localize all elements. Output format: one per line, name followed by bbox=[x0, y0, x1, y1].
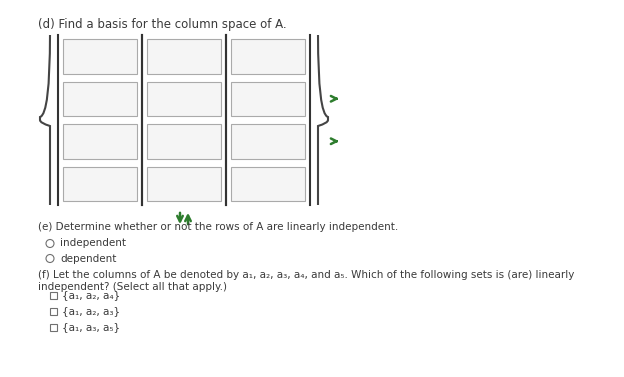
Bar bbox=[147, 167, 221, 201]
Text: (d) Find a basis for the column space of A.: (d) Find a basis for the column space of… bbox=[38, 18, 286, 31]
Bar bbox=[63, 167, 137, 201]
Bar bbox=[231, 167, 305, 201]
Bar bbox=[63, 39, 137, 74]
Bar bbox=[231, 81, 305, 116]
Bar bbox=[231, 124, 305, 158]
Bar bbox=[63, 124, 137, 158]
Text: {a₁, a₂, a₃}: {a₁, a₂, a₃} bbox=[62, 307, 120, 317]
Bar bbox=[50, 292, 57, 299]
Bar bbox=[147, 39, 221, 74]
Bar bbox=[50, 308, 57, 315]
Bar bbox=[147, 81, 221, 116]
Text: independent: independent bbox=[60, 239, 126, 248]
Text: (e) Determine whether or not the rows of A are linearly independent.: (e) Determine whether or not the rows of… bbox=[38, 222, 398, 232]
Text: dependent: dependent bbox=[60, 253, 116, 264]
Bar bbox=[50, 324, 57, 331]
Text: (f) Let the columns of A be denoted by a₁, a₂, a₃, a₄, and a₅. Which of the foll: (f) Let the columns of A be denoted by a… bbox=[38, 270, 574, 291]
Bar bbox=[147, 124, 221, 158]
Bar bbox=[231, 39, 305, 74]
Text: {a₁, a₂, a₄}: {a₁, a₂, a₄} bbox=[62, 291, 120, 300]
Bar bbox=[63, 81, 137, 116]
Text: {a₁, a₃, a₅}: {a₁, a₃, a₅} bbox=[62, 322, 120, 333]
Circle shape bbox=[46, 239, 54, 247]
Circle shape bbox=[46, 254, 54, 262]
